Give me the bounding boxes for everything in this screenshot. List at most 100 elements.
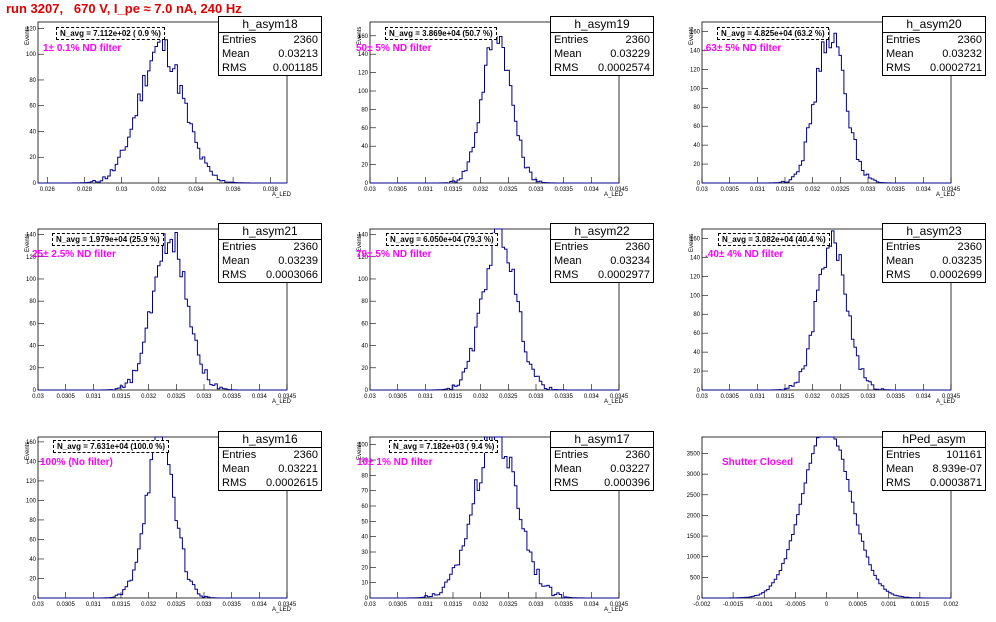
y-tick-label: 80: [29, 518, 36, 524]
filter-label: 1± 0.1% ND filter: [43, 43, 122, 54]
x-tick-label: 0.0305: [720, 187, 739, 193]
stats-value: 0.0003066: [266, 269, 318, 281]
y-tick-label: 0: [365, 181, 369, 187]
stats-row-mean: Mean 0.03227: [551, 462, 653, 476]
stats-key: RMS: [886, 269, 911, 281]
stats-row-entries: Entries 2360: [551, 448, 653, 462]
x-tick-label: 0.0335: [554, 394, 573, 400]
histogram-line: [702, 28, 951, 184]
y-axis-label: Events: [25, 441, 31, 460]
y-tick-label: 40: [29, 557, 36, 563]
navg-box: N_avg = 6.050e+04 (79.3 %): [386, 233, 498, 246]
y-tick-label: 2000: [687, 513, 701, 519]
y-tick-label: 140: [358, 52, 369, 58]
x-tick-label: 0.0305: [388, 187, 407, 193]
x-tick-label: 0.033: [528, 187, 544, 193]
x-tick-label: 0.032: [473, 602, 489, 608]
histogram-name: h_asym17: [551, 432, 653, 448]
x-tick-label: 0.0315: [444, 394, 463, 400]
stats-key: RMS: [886, 62, 911, 74]
x-tick-label: 0.034: [916, 187, 932, 193]
x-tick-label: 0.0315: [112, 602, 131, 608]
x-tick-label: 0.031: [418, 602, 434, 608]
y-tick-label: 120: [690, 274, 701, 280]
x-tick-label: 0.032: [151, 187, 167, 193]
stats-row-entries: Entries 2360: [883, 33, 985, 47]
x-tick-label: 0.0335: [222, 602, 241, 608]
x-tick-label: 0.03: [32, 394, 44, 400]
histogram-panel-hPed_asym: 0 500 1000 1500 2000 2500 3000 3500 -0.002 -0.001…: [664, 415, 996, 622]
y-axis-label: Events: [689, 26, 695, 45]
stats-value: 0.0002977: [598, 269, 650, 281]
navg-box: N_avg = 7.182e+03 ( 9.4 %): [389, 440, 499, 453]
x-tick-label: 0.0325: [167, 394, 186, 400]
histogram-plot: 0 20 40 60 80 100 120 140 0.03 0.0305 0.031 0.0315 0…: [358, 228, 629, 400]
y-tick-label: 3000: [687, 472, 701, 478]
x-tick-label: 0.0335: [554, 602, 573, 608]
stats-value: 101161: [946, 449, 982, 461]
plot-frame: [37, 228, 288, 391]
histogram-plot: 0 500 1000 1500 2000 2500 3000 3500 -0.002 -0.001…: [687, 436, 959, 608]
y-tick-label: 80: [693, 105, 700, 111]
y-axis-label: Events: [25, 233, 31, 252]
y-tick-label: 160: [690, 29, 701, 35]
y-tick-label: 60: [29, 537, 36, 543]
x-tick-label: 0.0305: [56, 602, 75, 608]
stats-row-rms: RMS 0.0002574: [551, 61, 653, 75]
y-tick-label: 60: [29, 104, 36, 110]
stats-value: 2360: [293, 241, 318, 253]
x-tick-label: 0.0325: [167, 602, 186, 608]
stats-key: RMS: [554, 62, 579, 74]
x-tick-label: 0.033: [860, 394, 876, 400]
x-tick-label: 0.0325: [499, 394, 518, 400]
stats-key: Mean: [886, 463, 914, 475]
navg-box: N_avg = 3.082e+04 (40.4 %): [718, 233, 830, 246]
y-tick-label: 120: [26, 255, 37, 261]
y-tick-label: 20: [693, 369, 700, 375]
navg-box: N_avg = 7.631e+04 (100.0 %): [53, 440, 170, 453]
histogram-name: h_asym19: [551, 17, 653, 33]
stats-key: Mean: [222, 48, 250, 60]
x-tick-label: 0.03: [116, 187, 128, 193]
stats-value: 0.0002615: [266, 477, 318, 489]
x-tick-label: 0.0315: [444, 602, 463, 608]
plot-frame: [701, 21, 952, 184]
stats-value: 0.0002721: [930, 62, 982, 74]
y-tick-label: 100: [26, 498, 37, 504]
y-tick-label: 140: [690, 255, 701, 261]
x-tick-label: 0.0345: [278, 394, 297, 400]
x-tick-label: 0.0345: [610, 394, 629, 400]
x-tick-label: 0.0315: [776, 394, 795, 400]
x-tick-label: 0.03: [696, 187, 708, 193]
histogram-panel-h_asym18: 0 20 40 60 80 100 120 0.026 0.028 0.03 0.032 0.034 0…: [0, 0, 332, 207]
y-tick-label: 40: [693, 350, 700, 356]
x-tick-label: 0.034: [584, 187, 600, 193]
histogram-name: hPed_asym: [883, 432, 985, 448]
stats-row-mean: Mean 0.03229: [551, 47, 653, 61]
y-tick-label: 60: [361, 126, 368, 132]
navg-box: N_avg = 7.112e+02 ( 0.9 %): [56, 27, 165, 40]
x-tick-label: 0.031: [86, 602, 102, 608]
y-tick-label: 0: [33, 181, 37, 187]
y-tick-label: 20: [29, 366, 36, 372]
run-title: run 3207, 670 V, I_pe ≈ 7.0 nA, 240 Hz: [6, 1, 242, 16]
x-tick-label: -0.001: [756, 602, 774, 608]
x-tick-label: 0.034: [252, 394, 268, 400]
stats-row-rms: RMS 0.0002977: [551, 268, 653, 282]
x-tick-label: 0.0335: [886, 394, 905, 400]
stats-key: Entries: [222, 241, 257, 253]
x-axis-label: A_LED: [936, 399, 956, 405]
plot-frame: [37, 21, 288, 184]
histogram-name: h_asym20: [883, 17, 985, 33]
y-tick-label: 90: [361, 458, 368, 464]
y-tick-label: 80: [693, 312, 700, 318]
histogram-panel-h_asym20: 0 20 40 60 80 100 120 140 160 0.03 0.0305 0.031 0.03…: [664, 0, 996, 207]
x-tick-label: 0.0335: [886, 187, 905, 193]
x-axis-label: A_LED: [604, 192, 624, 198]
stats-value: 0.000396: [604, 477, 650, 489]
x-tick-label: -0.0015: [723, 602, 744, 608]
y-tick-label: 50: [361, 519, 368, 525]
y-tick-label: 70: [361, 489, 368, 495]
stats-value: 0.03221: [278, 463, 318, 475]
x-tick-label: 0.031: [86, 394, 102, 400]
